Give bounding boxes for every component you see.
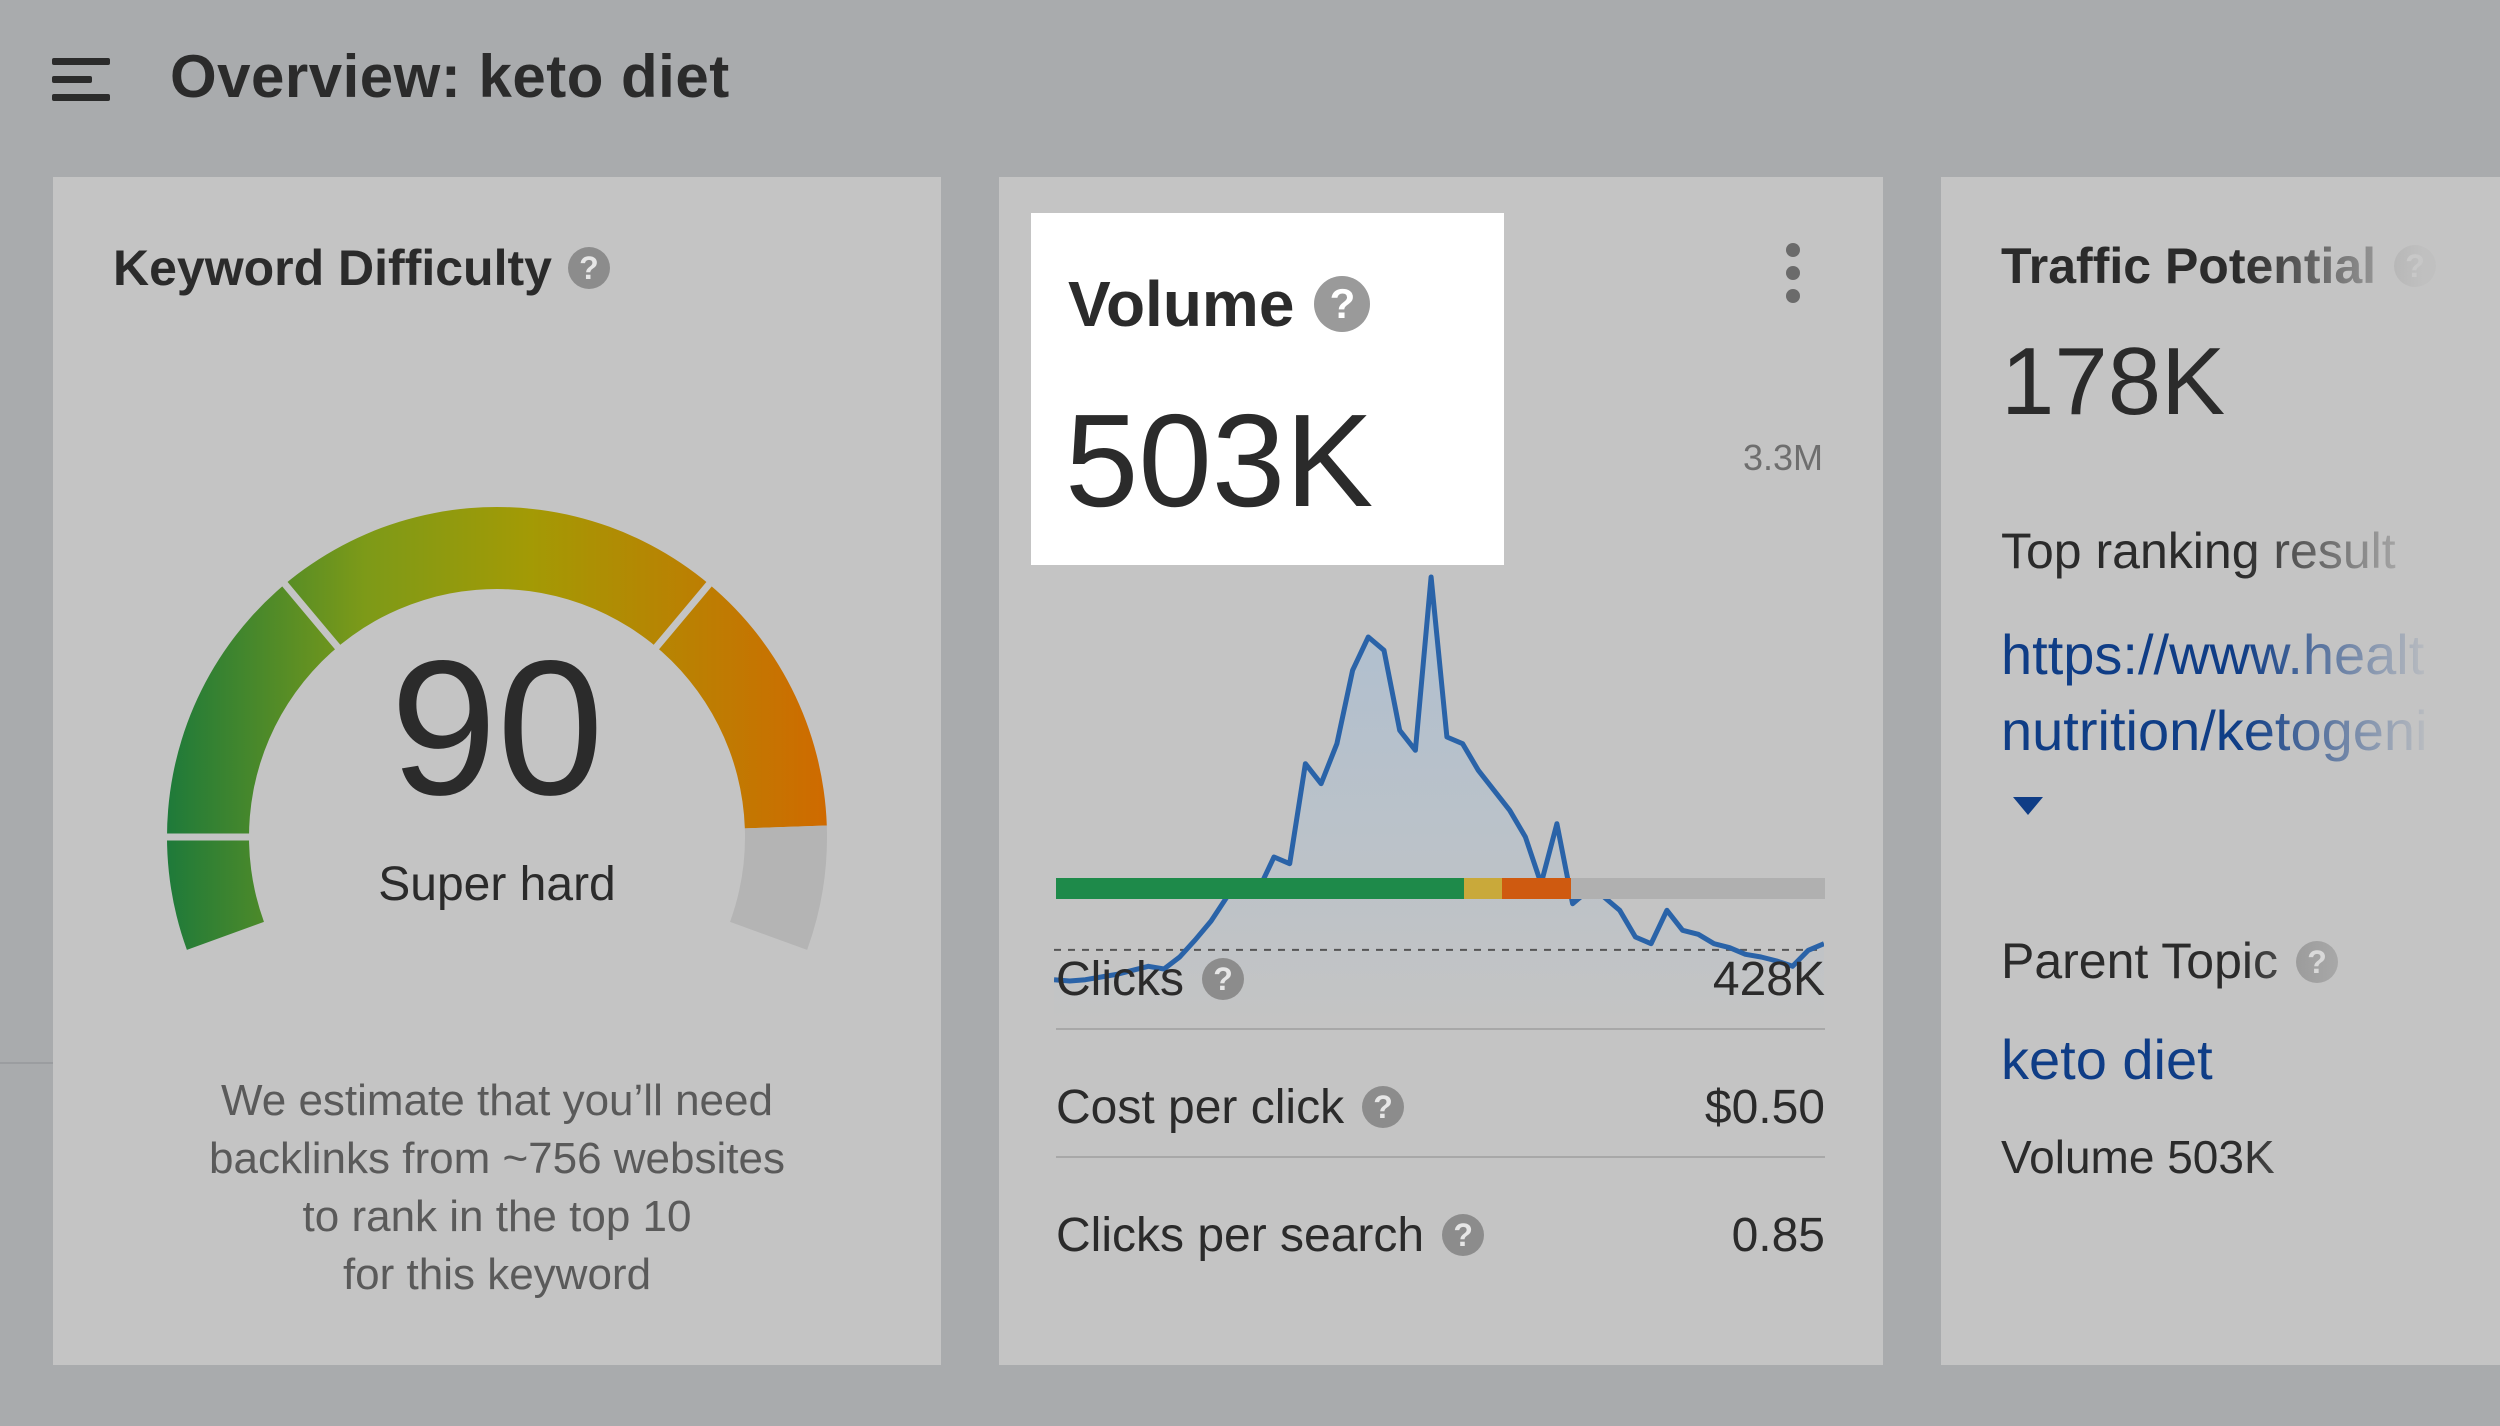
metric-value: 0.85 <box>1731 1209 1825 1262</box>
gauge-divider <box>652 580 714 651</box>
intent-segment-organic <box>1056 878 1464 899</box>
top-ranking-result-link[interactable]: https://www.healt nutrition/ketogeni <box>2001 617 2428 769</box>
top-ranking-url-line[interactable]: https://www.healt <box>2001 623 2425 686</box>
card-fade-overlay <box>2240 177 2500 1365</box>
metric-label-text: Cost per click <box>1056 1081 1345 1134</box>
parent-topic-link[interactable]: keto diet <box>2001 1028 2213 1091</box>
gauge-divider <box>280 580 342 651</box>
help-icon[interactable]: ? <box>1202 958 1244 1001</box>
traffic-potential-card: Traffic Potential? 178K Top ranking resu… <box>1941 177 2500 1365</box>
parent-topic-label-text: Parent Topic <box>2001 933 2279 989</box>
difficulty-description-line: for this keyword <box>342 1250 652 1299</box>
chart-series-line <box>1054 574 1824 984</box>
help-icon[interactable]: ? <box>2394 244 2437 287</box>
metric-label-text: Clicks <box>1056 953 1184 1006</box>
metric-value: $0.50 <box>1704 1081 1825 1134</box>
difficulty-gauge <box>165 506 828 950</box>
help-icon[interactable]: ? <box>1442 1214 1485 1257</box>
metric-label: Clicks per search? <box>1056 1208 1485 1263</box>
more-options-icon[interactable] <box>1781 243 1805 303</box>
difficulty-score: 90 <box>390 620 604 835</box>
metric-label: Cost per click? <box>1056 1080 1405 1135</box>
intent-segment-mixed <box>1463 878 1502 899</box>
volume-card: 3.3M Volume? 503K Clicks? 428K Cost per … <box>999 177 1883 1365</box>
metric-row-cost-per-click: Cost per click? $0.50 <box>1056 1030 1825 1158</box>
traffic-potential-title-text: Traffic Potential <box>2001 238 2377 294</box>
metric-row-clicks-per-search: Clicks per search? 0.85 <box>1056 1158 1825 1286</box>
metric-row-clicks: Clicks? 428K <box>1056 902 1825 1030</box>
metric-label: Clicks? <box>1056 952 1244 1007</box>
difficulty-label: Super hard <box>378 858 616 911</box>
metric-label-text: Clicks per search <box>1056 1209 1425 1262</box>
chart-max-label: 3.3M <box>1742 437 1823 478</box>
metric-value: 428K <box>1712 953 1825 1006</box>
gauge-filled-arc <box>166 506 827 950</box>
difficulty-description: We estimate that you’ll need backlinks f… <box>113 1072 881 1304</box>
volume-highlight-box <box>1031 213 1504 565</box>
volume-title-text: Volume <box>1068 268 1295 340</box>
help-icon[interactable]: ? <box>2296 940 2339 983</box>
volume-value: 503K <box>1065 387 1374 534</box>
top-ranking-url-line[interactable]: nutrition/ketogeni <box>2001 699 2428 762</box>
header: Overview: keto diet <box>0 0 2500 160</box>
chart-area-fill <box>1054 577 1824 1027</box>
difficulty-description-line: We estimate that you’ll need <box>221 1076 773 1125</box>
background-divider <box>0 1062 55 1064</box>
keyword-difficulty-card: Keyword Difficulty? 90 Super hard We est… <box>53 177 941 1365</box>
parent-topic-volume: Volume 503K <box>2001 1131 2275 1183</box>
keyword-difficulty-title-text: Keyword Difficulty <box>113 240 552 296</box>
clicks-distribution-bar <box>1056 878 1825 899</box>
page-title: Overview: keto diet <box>170 43 730 110</box>
parent-topic-label: Parent Topic? <box>2001 932 2339 990</box>
keyword-difficulty-title: Keyword Difficulty? <box>113 239 610 297</box>
traffic-potential-value: 178K <box>2001 328 2226 435</box>
intent-segment-none <box>1571 878 1825 899</box>
hamburger-menu-icon[interactable] <box>52 58 110 102</box>
traffic-potential-title: Traffic Potential? <box>2001 237 2437 295</box>
intent-segment-paid <box>1502 878 1572 899</box>
difficulty-description-line: to rank in the top 10 <box>302 1192 692 1241</box>
difficulty-description-line: backlinks from ~756 websites <box>209 1134 785 1183</box>
volume-trend-chart <box>1054 574 1824 1027</box>
help-icon[interactable]: ? <box>1314 276 1371 333</box>
top-ranking-result-label: Top ranking result <box>2001 523 2396 579</box>
expand-caret-icon[interactable] <box>2013 797 2043 815</box>
help-icon[interactable]: ? <box>567 246 610 289</box>
volume-title: Volume? <box>1068 267 1371 341</box>
gauge-remaining-arc <box>730 825 828 950</box>
help-icon[interactable]: ? <box>1362 1086 1405 1129</box>
